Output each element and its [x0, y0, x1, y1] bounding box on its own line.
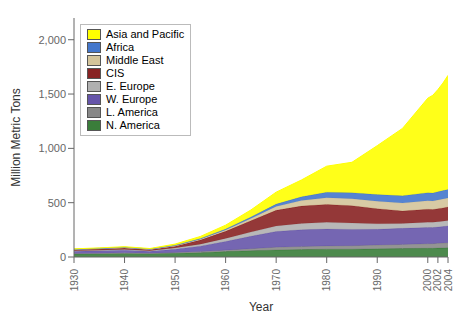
html-text:N. America: N. America	[106, 119, 160, 131]
svg-text:Year: Year	[249, 300, 273, 313]
svg-text:2000: 2000	[422, 269, 434, 292]
svg-text:1,000: 1,000	[38, 142, 66, 154]
svg-text:1940: 1940	[119, 269, 130, 292]
html-text:W. Europe: W. Europe	[106, 93, 158, 105]
svg-text:2,000: 2,000	[38, 34, 66, 46]
svg-text:0: 0	[60, 251, 66, 263]
svg-text:1,500: 1,500	[38, 88, 66, 100]
html-text:CIS: CIS	[106, 67, 125, 79]
svg-text:1960: 1960	[220, 269, 231, 292]
html-text:E. Europe: E. Europe	[106, 80, 155, 92]
html-text:L. America: L. America	[106, 106, 158, 118]
svg-text:Million Metric Tons: Million Metric Tons	[9, 88, 23, 186]
svg-text:1970: 1970	[271, 269, 282, 292]
svg-text:2004: 2004	[443, 269, 454, 292]
html-text:Middle East: Middle East	[106, 54, 164, 66]
svg-text:1990: 1990	[372, 269, 383, 292]
svg-text:500: 500	[48, 197, 66, 209]
html-text:Asia and Pacific: Asia and Pacific	[106, 28, 185, 40]
html-text:Africa: Africa	[106, 41, 135, 53]
svg-text:1950: 1950	[170, 269, 181, 292]
svg-text:2002: 2002	[432, 269, 444, 292]
svg-text:1930: 1930	[69, 269, 80, 292]
svg-text:1980: 1980	[321, 269, 332, 292]
